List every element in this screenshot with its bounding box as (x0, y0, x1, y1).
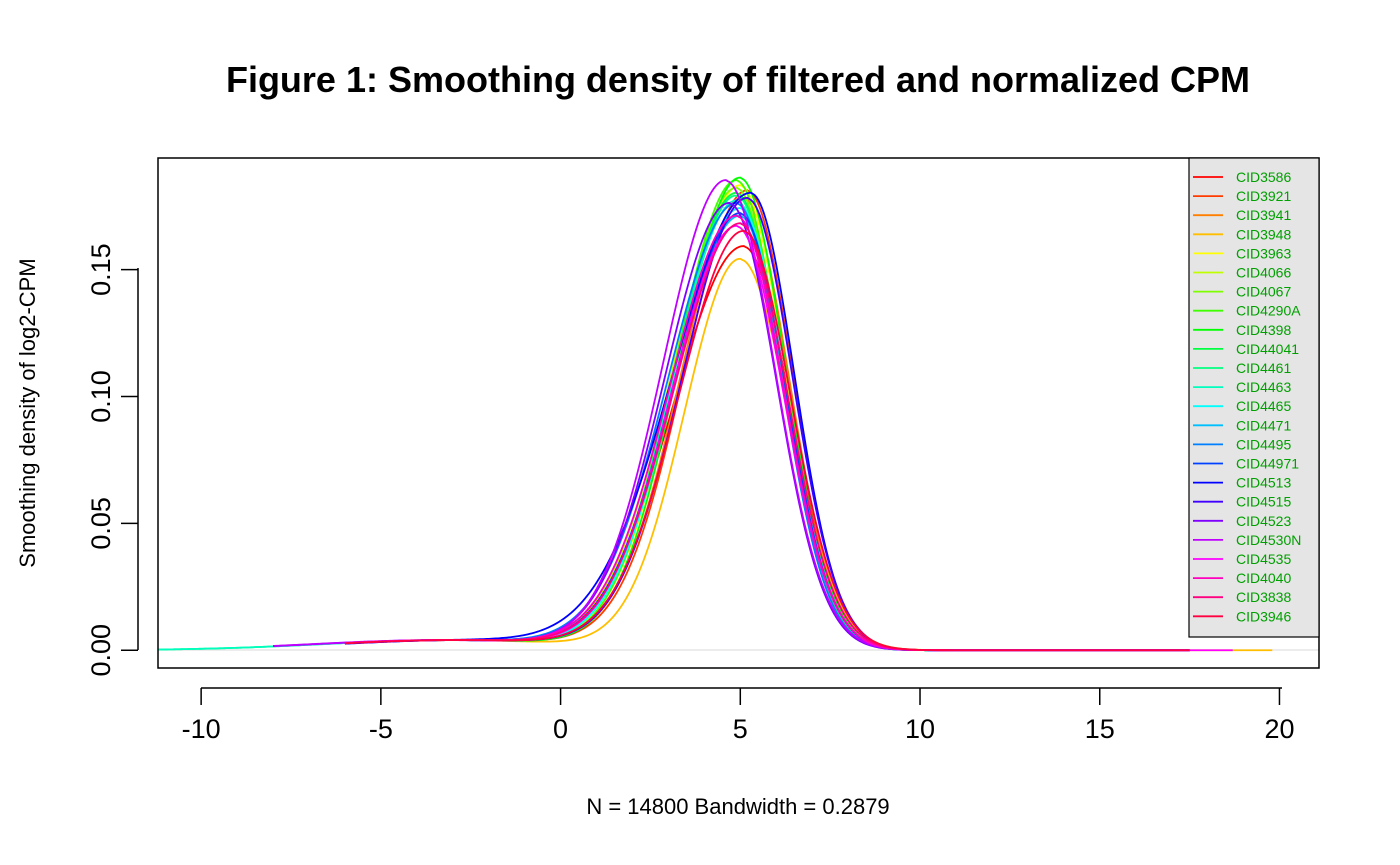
legend-label: CID3586 (1236, 169, 1291, 185)
y-axis-label: Smoothing density of log2-CPM (15, 258, 40, 567)
legend-label: CID4515 (1236, 494, 1291, 510)
density-curve-CID4461 (157, 194, 1190, 652)
legend-label: CID4523 (1236, 513, 1291, 529)
legend-label: CID4495 (1236, 436, 1291, 452)
density-curve-CID3921 (362, 189, 1190, 652)
x-tick-label: 10 (905, 714, 935, 744)
legend-label: CID4066 (1236, 265, 1291, 281)
legend-label: CID3921 (1236, 188, 1291, 204)
density-curve-CID3963 (362, 184, 1190, 652)
density-curve-CID4535 (344, 224, 1233, 652)
legend-label: CID3948 (1236, 226, 1291, 242)
legend-label: CID3838 (1236, 589, 1291, 605)
legend-items: CID3586 CID3921 CID3941 CID3948 CID3963 CID40… (1193, 169, 1301, 624)
legend-label: CID4067 (1236, 284, 1291, 300)
x-axis: -10 -5 0 5 10 15 20 (182, 687, 1294, 744)
legend-label: CID4513 (1236, 475, 1291, 491)
legend-label: CID3963 (1236, 245, 1291, 261)
plot-frame (157, 157, 1320, 669)
x-tick-label: -5 (369, 714, 393, 744)
y-tick-label: 0.15 (86, 243, 116, 296)
x-tick-label: 20 (1264, 714, 1294, 744)
x-axis-label: N = 14800 Bandwidth = 0.2879 (586, 794, 889, 819)
legend-label: CID4465 (1236, 398, 1291, 414)
legend-label: CID4471 (1236, 417, 1291, 433)
legend-box (1188, 157, 1320, 638)
legend-label: CID4398 (1236, 322, 1291, 338)
y-tick-label: 0.00 (86, 624, 116, 677)
legend: CID3586 CID3921 CID3941 CID3948 CID3963 CID40… (1188, 157, 1320, 638)
x-tick-label: -10 (182, 714, 221, 744)
density-curve-CID4463 (157, 199, 1190, 652)
legend-label: CID44971 (1236, 456, 1299, 472)
density-curve-CID4398 (362, 176, 1190, 652)
x-tick-label: 0 (553, 714, 568, 744)
y-tick-label: 0.05 (86, 497, 116, 550)
legend-label: CID3941 (1236, 207, 1291, 223)
density-curve-CID3838 (344, 222, 1190, 652)
y-axis: 0.00 0.05 0.10 0.15 (86, 243, 139, 677)
density-curve-CID3948 (362, 257, 1273, 652)
x-tick-label: 15 (1085, 714, 1115, 744)
legend-label: CID4530N (1236, 532, 1301, 548)
density-curve-CID4530N (272, 179, 1190, 652)
legend-label: CID3946 (1236, 608, 1291, 624)
y-tick-label: 0.10 (86, 370, 116, 423)
x-tick-label: 5 (733, 714, 748, 744)
density-curve-CID4495 (362, 202, 1190, 652)
legend-label: CID4535 (1236, 551, 1291, 567)
density-curve-CID4290A (362, 179, 1190, 652)
density-curve-CID4523 (272, 202, 1190, 652)
legend-label: CID4461 (1236, 360, 1291, 376)
chart-title: Figure 1: Smoothing density of filtered … (226, 59, 1250, 100)
density-curve-CID4067 (362, 186, 1190, 652)
density-curves (157, 176, 1273, 652)
legend-label: CID4040 (1236, 570, 1291, 586)
density-curve-CID3946 (344, 229, 1190, 652)
legend-label: CID44041 (1236, 341, 1299, 357)
legend-label: CID4463 (1236, 379, 1291, 395)
legend-label: CID4290A (1236, 303, 1301, 319)
